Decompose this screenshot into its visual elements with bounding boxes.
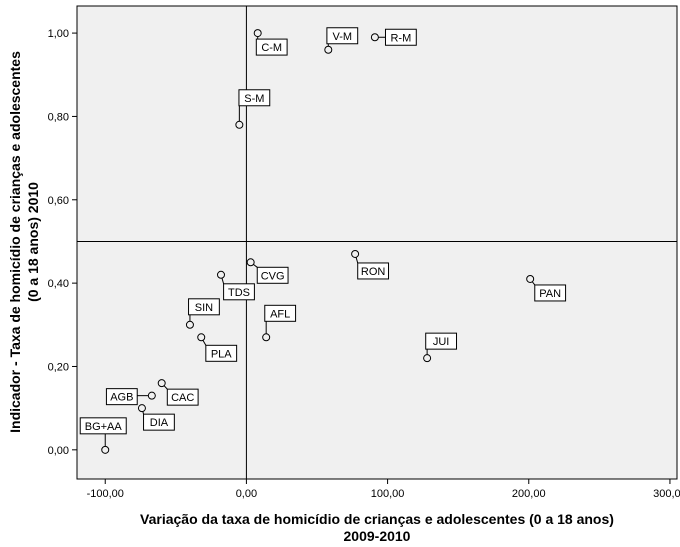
point-label: S-M xyxy=(244,93,264,105)
data-point-pla: PLA xyxy=(197,333,238,362)
point-label-box xyxy=(326,27,359,45)
data-points: C-M V-M R-M S-M RON PAN TDS CVG SIN AFL PLA JUI AGB C… xyxy=(79,27,567,454)
point-label-box xyxy=(79,417,127,435)
y-tick-label: 1,00 xyxy=(48,28,69,40)
data-point-s-m: S-M xyxy=(235,89,271,129)
point-label: CAC xyxy=(171,392,194,404)
axis-ticks: -100,00 0,00 100,00 200,00 300,00 0,00 0,20 0,4… xyxy=(48,28,680,500)
data-point-agb: AGB xyxy=(105,388,156,406)
x-axis-title-line2: 2009-2010 xyxy=(344,528,411,544)
x-tick-label: 100,00 xyxy=(371,488,405,500)
point-label-box xyxy=(205,344,238,362)
point-label: TDS xyxy=(228,287,250,299)
point-label-box xyxy=(223,283,255,301)
x-tick-label: 200,00 xyxy=(512,488,546,500)
point-label-box xyxy=(534,284,567,302)
y-tick-label: 0,20 xyxy=(48,361,69,373)
point-marker xyxy=(370,33,379,42)
data-point-ron: RON xyxy=(351,249,390,280)
point-label-box xyxy=(425,332,458,350)
data-point-r-m: R-M xyxy=(370,28,417,46)
data-point-v-m: V-M xyxy=(324,27,359,54)
point-label-box xyxy=(238,89,271,107)
data-point-pan: PAN xyxy=(526,274,567,302)
point-marker xyxy=(101,445,110,454)
leader-line xyxy=(163,385,168,390)
point-marker xyxy=(217,270,225,279)
y-axis-title-line1: Indicador - Taxa de homicídio de criança… xyxy=(7,51,23,433)
point-label: C-M xyxy=(261,42,282,54)
point-label-box xyxy=(264,304,297,322)
data-point-tds: TDS xyxy=(217,270,255,301)
leader-line xyxy=(202,340,207,346)
point-label-box xyxy=(105,388,138,406)
point-marker xyxy=(262,333,271,342)
x-tick-label: 300,00 xyxy=(653,488,680,500)
point-label-box xyxy=(357,262,390,280)
point-label-box xyxy=(384,28,417,46)
x-tick-label: 0,00 xyxy=(236,488,257,500)
y-axis-title-line2: (0 a 18 anos) 2010 xyxy=(25,182,41,302)
point-label-box xyxy=(188,298,220,316)
point-label: RON xyxy=(361,266,386,278)
leader-line xyxy=(531,281,536,286)
point-label-box xyxy=(255,38,288,56)
reference-lines xyxy=(77,6,677,479)
point-label: AFL xyxy=(270,308,290,320)
x-tick-label: -100,00 xyxy=(87,488,124,500)
point-label: CVG xyxy=(261,270,285,282)
data-point-dia: DIA xyxy=(137,404,175,431)
data-point-bg-aa: BG+AA xyxy=(79,417,127,454)
point-marker xyxy=(526,274,535,283)
point-marker xyxy=(137,404,146,413)
data-point-afl: AFL xyxy=(262,304,297,342)
point-marker xyxy=(351,249,360,258)
data-point-sin: SIN xyxy=(185,298,220,329)
point-marker xyxy=(197,333,206,342)
point-label: DIA xyxy=(150,417,169,429)
point-marker xyxy=(253,29,262,38)
leader-line xyxy=(355,257,359,264)
point-marker xyxy=(423,354,432,363)
leader-line xyxy=(253,264,258,268)
point-label-box xyxy=(143,413,175,431)
leader-line xyxy=(221,278,225,284)
y-tick-label: 0,00 xyxy=(48,445,69,457)
point-label-box xyxy=(256,266,289,284)
plot-area xyxy=(76,5,678,480)
data-point-cvg: CVG xyxy=(246,258,289,284)
point-label: PAN xyxy=(539,288,561,300)
y-tick-label: 0,40 xyxy=(48,278,69,290)
y-tick-label: 0,80 xyxy=(48,111,69,123)
point-label: V-M xyxy=(333,31,353,43)
point-label: R-M xyxy=(390,32,411,44)
data-point-cac: CAC xyxy=(157,379,199,406)
data-point-jui: JUI xyxy=(423,332,458,363)
data-point-c-m: C-M xyxy=(253,29,288,56)
point-marker xyxy=(235,120,244,129)
point-marker xyxy=(157,379,166,388)
point-marker xyxy=(324,45,333,54)
point-marker xyxy=(185,320,194,329)
point-label: JUI xyxy=(433,336,450,348)
point-label-box xyxy=(166,388,199,406)
point-marker xyxy=(246,258,255,267)
x-axis-title-line1: Variação da taxa de homicídio de criança… xyxy=(140,511,614,527)
y-tick-label: 0,60 xyxy=(48,195,69,207)
point-label: BG+AA xyxy=(85,421,123,433)
point-marker xyxy=(147,391,156,400)
point-label: PLA xyxy=(211,348,232,360)
point-label: SIN xyxy=(195,302,213,314)
point-label: AGB xyxy=(110,392,133,404)
